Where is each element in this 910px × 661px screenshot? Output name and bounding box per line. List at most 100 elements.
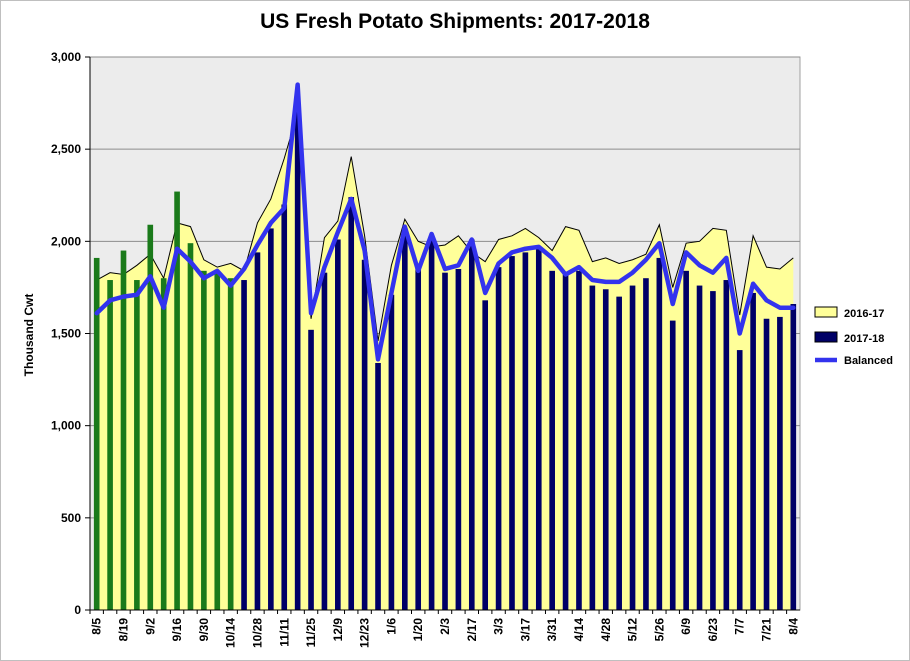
y-axis: 0 500 1,000 1,500 2,000 2,500 3,000 <box>51 50 91 617</box>
x-tick-label: 4/28 <box>599 618 613 642</box>
bar <box>402 228 408 610</box>
bar <box>201 270 207 610</box>
bar <box>415 265 422 610</box>
bar <box>120 250 127 611</box>
bar <box>656 257 663 610</box>
legend-swatch-2017-18 <box>814 331 838 343</box>
bar <box>388 294 395 610</box>
bar <box>763 318 770 610</box>
line-balanced <box>94 82 796 362</box>
x-tick-label: 5/26 <box>652 618 666 642</box>
bar <box>281 204 288 610</box>
x-tick-label: 11/25 <box>304 618 318 648</box>
area-outline-2016-17 <box>96 112 794 341</box>
x-tick-label: 7/21 <box>760 618 774 642</box>
x-tick-label: 8/5 <box>90 618 104 635</box>
bar <box>174 191 180 610</box>
y-tick-label: 500 <box>61 511 81 525</box>
bar <box>549 270 555 610</box>
y-tick-label: 1,500 <box>51 327 81 341</box>
x-tick-label: 7/7 <box>733 618 747 635</box>
bar <box>736 350 743 610</box>
x-tick-label: 9/2 <box>143 618 157 635</box>
bar <box>348 197 355 610</box>
x-tick-label: 8/19 <box>116 618 130 642</box>
bar <box>455 268 462 610</box>
x-tick-label: 8/4 <box>786 618 800 635</box>
legend-label-2017-18: 2017-18 <box>844 333 884 345</box>
legend-label-2016-17: 2016-17 <box>844 308 884 320</box>
bar <box>107 280 113 610</box>
x-tick-label: 9/16 <box>170 618 184 642</box>
bar <box>509 256 515 610</box>
bar <box>134 280 140 610</box>
y-tick-label: 2,000 <box>51 234 81 248</box>
legend: 2016-17 2017-18 Balanced <box>814 306 893 367</box>
bar <box>629 285 636 610</box>
bar <box>683 270 689 610</box>
x-tick-label: 3/31 <box>545 618 559 642</box>
bar <box>308 329 314 610</box>
bar <box>616 296 622 610</box>
bar <box>241 280 247 610</box>
bar <box>227 278 234 610</box>
bar <box>589 285 596 610</box>
bar <box>482 300 489 610</box>
y-tick-label: 1,000 <box>51 419 81 433</box>
chart-title: US Fresh Potato Shipments: 2017-2018 <box>260 10 650 33</box>
bar <box>643 278 649 610</box>
bar <box>294 97 301 611</box>
bar-series-2017-18 <box>93 97 797 611</box>
bar <box>268 228 274 610</box>
x-tick-label: 1/6 <box>384 618 398 635</box>
bar <box>214 272 221 610</box>
x-tick-label: 6/9 <box>679 618 693 635</box>
bar <box>428 239 435 611</box>
bar <box>254 252 261 610</box>
bar <box>187 243 194 610</box>
bar <box>335 239 341 611</box>
x-axis: 8/5 8/19 9/2 9/16 9/30 10/14 10/28 11/11 11/25 12… <box>89 609 800 648</box>
bar <box>321 272 328 610</box>
bar <box>576 270 582 610</box>
bar <box>602 289 609 610</box>
bar <box>535 248 542 610</box>
bar <box>750 292 756 610</box>
y-tick-label: 0 <box>74 603 81 617</box>
bar <box>522 252 529 610</box>
x-tick-label: 2/17 <box>465 618 479 642</box>
x-tick-label: 2/3 <box>438 618 452 635</box>
bar <box>442 272 448 610</box>
y-tick-label: 2,500 <box>51 142 81 156</box>
x-tick-label: 9/30 <box>197 618 211 642</box>
x-tick-label: 12/9 <box>331 618 345 642</box>
bar <box>375 362 381 610</box>
y-axis-title: Thousand Cwt <box>22 294 36 377</box>
bar <box>669 320 676 610</box>
bar <box>777 316 783 610</box>
bar <box>710 291 716 610</box>
x-tick-label: 10/28 <box>250 618 264 648</box>
line-series-balanced <box>94 82 796 362</box>
bar <box>468 239 475 611</box>
bar <box>495 267 502 610</box>
bar <box>723 280 730 610</box>
bar <box>790 304 797 610</box>
x-tick-label: 10/14 <box>224 618 238 648</box>
bar <box>361 259 368 610</box>
x-tick-label: 4/14 <box>572 618 586 642</box>
x-tick-label: 3/3 <box>492 618 506 635</box>
bar <box>696 285 703 610</box>
x-tick-label: 11/11 <box>277 618 291 647</box>
y-tick-label: 3,000 <box>51 50 81 64</box>
legend-swatch-2016-17 <box>814 306 838 318</box>
bar <box>147 224 154 611</box>
bar <box>160 278 167 610</box>
x-tick-label: 3/17 <box>518 618 532 642</box>
legend-label-balanced: Balanced <box>844 355 893 367</box>
x-tick-label: 12/23 <box>358 618 372 648</box>
x-tick-label: 6/23 <box>706 618 720 642</box>
x-tick-label: 1/20 <box>411 618 425 642</box>
bar <box>93 257 100 610</box>
